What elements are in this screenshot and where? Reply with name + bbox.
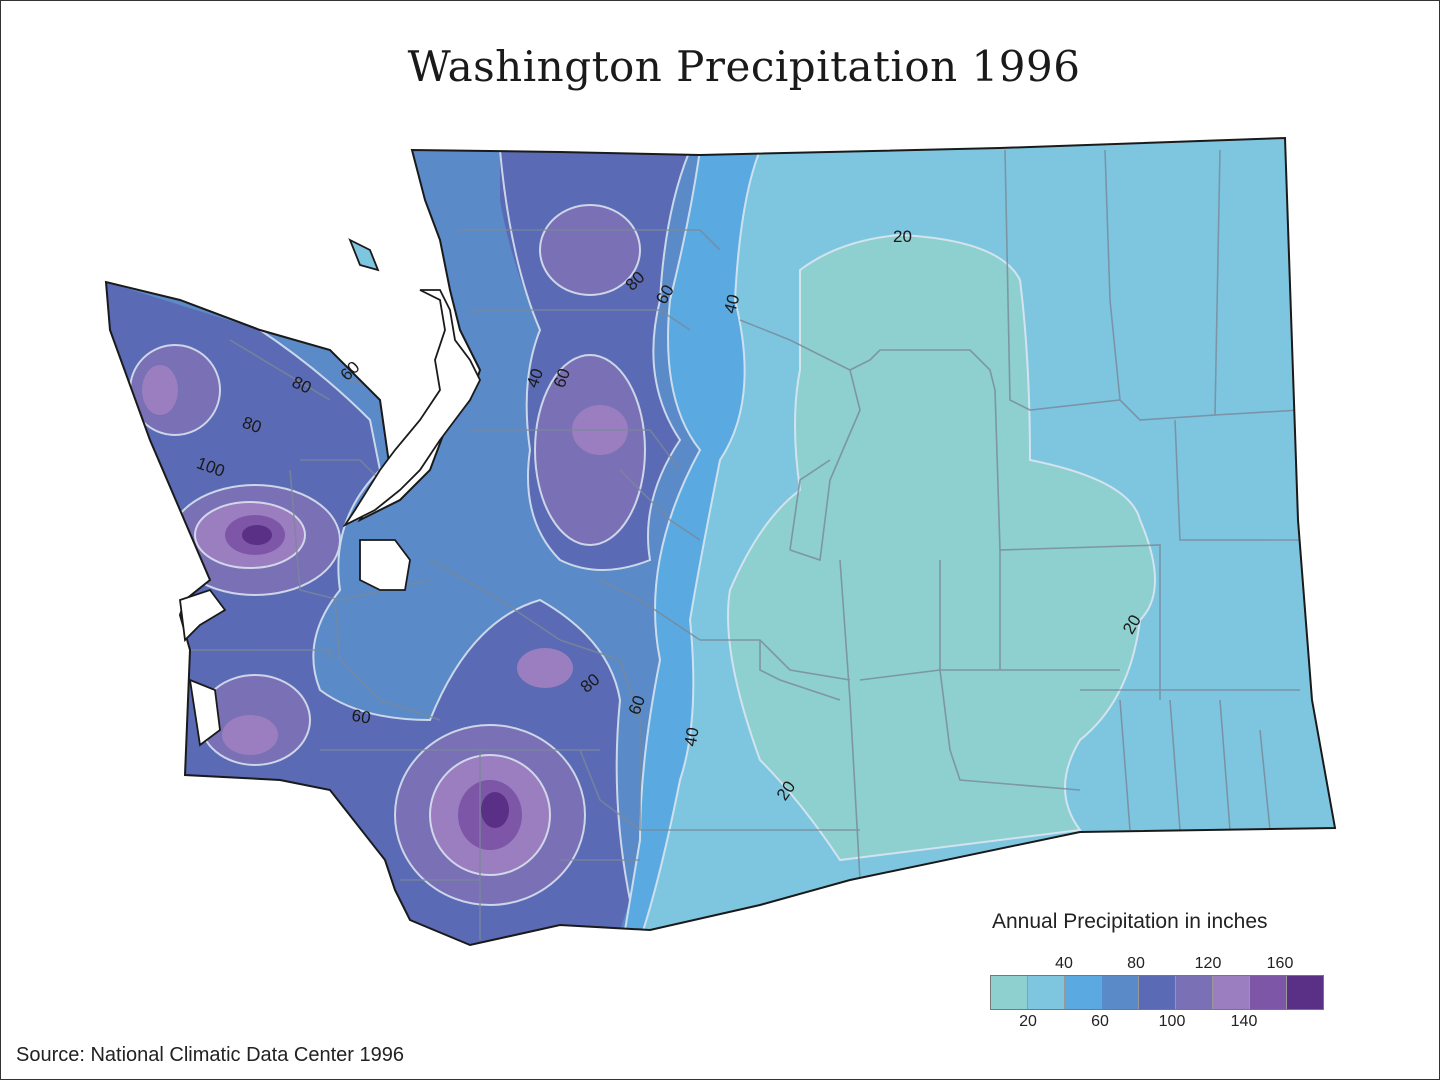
- zone-over-160-b: [481, 792, 509, 828]
- legend-swatch: [1102, 976, 1139, 1009]
- legend-tick: 140: [1230, 1013, 1258, 1030]
- legend-swatch: [1213, 976, 1250, 1009]
- zone-120-140-c: [142, 365, 178, 415]
- legend-title: Annual Precipitation in inches: [992, 910, 1268, 933]
- legend-swatch: [1028, 976, 1065, 1009]
- legend-swatch: [991, 976, 1028, 1009]
- legend-tick: 120: [1194, 955, 1222, 972]
- legend-tick: 160: [1266, 955, 1294, 972]
- legend-tick: 40: [1055, 955, 1073, 972]
- precipitation-legend: 40 80 120 160 20 60 100 140: [990, 955, 1324, 1035]
- zone-100-120-a: [540, 205, 640, 295]
- zone-over-160: [242, 525, 272, 545]
- puget-sound-water: [179, 238, 482, 747]
- legend-tick: 100: [1158, 1013, 1186, 1030]
- legend-swatch: [1139, 976, 1176, 1009]
- contour-label: 40: [720, 292, 743, 315]
- contour-label: 60: [350, 706, 372, 728]
- legend-color-bar: [990, 975, 1324, 1010]
- source-note: Source: National Climatic Data Center 19…: [16, 1044, 404, 1066]
- legend-tick: 60: [1091, 1013, 1109, 1030]
- map-title: Washington Precipitation 1996: [407, 42, 1081, 91]
- legend-swatch: [1287, 976, 1323, 1009]
- zone-120-140-e: [222, 715, 278, 755]
- contour-label: 40: [681, 726, 703, 748]
- zone-under-20: [728, 235, 1155, 860]
- legend-tick: 80: [1127, 955, 1145, 972]
- legend-tick: 20: [1019, 1013, 1037, 1030]
- zone-120-140-a: [517, 648, 573, 688]
- legend-swatch: [1250, 976, 1287, 1009]
- contour-label: 20: [893, 227, 912, 246]
- legend-swatch: [1176, 976, 1213, 1009]
- legend-swatch: [1065, 976, 1102, 1009]
